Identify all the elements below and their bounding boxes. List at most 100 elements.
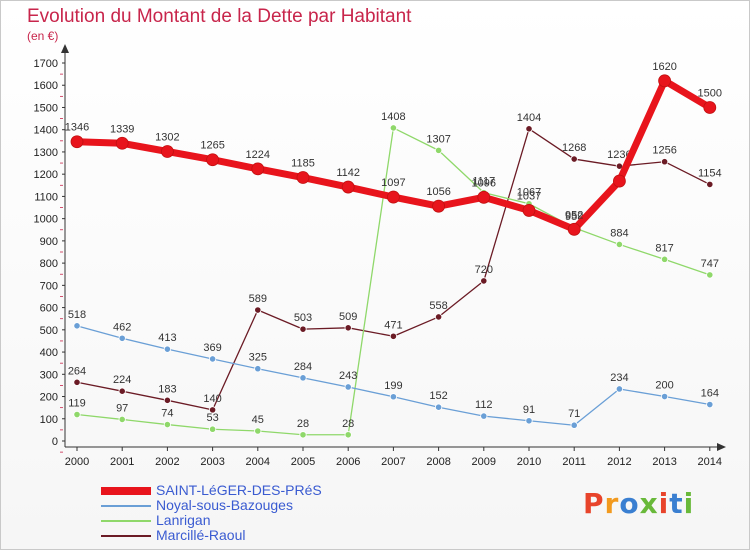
data-label: 1236 <box>607 149 631 161</box>
data-point <box>299 325 307 333</box>
data-point <box>118 334 126 342</box>
data-label: 264 <box>68 365 86 377</box>
data-point <box>525 125 533 133</box>
data-label: 1096 <box>472 177 496 189</box>
data-point <box>386 190 400 204</box>
y-tick-label: 600 <box>40 303 58 315</box>
chart-title: Evolution du Montant de la Dette par Hab… <box>27 6 412 27</box>
x-tick-label: 2012 <box>607 456 631 468</box>
y-tick-label: 500 <box>40 325 58 337</box>
data-point <box>344 324 352 332</box>
logo-letter: o <box>619 487 640 520</box>
data-label: 164 <box>701 388 719 400</box>
data-point <box>615 385 624 393</box>
data-point <box>73 410 81 419</box>
data-point <box>73 322 81 330</box>
data-label: 817 <box>655 242 673 254</box>
data-label: 284 <box>294 361 312 373</box>
y-tick-label: 0 <box>52 436 58 448</box>
y-tick-label: 1700 <box>34 58 58 70</box>
y-tick-label: 400 <box>40 347 58 359</box>
data-point <box>160 145 174 158</box>
data-label: 1224 <box>246 149 270 161</box>
x-tick-label: 2002 <box>155 456 179 468</box>
data-label: 1067 <box>517 187 541 199</box>
data-label: 1620 <box>652 61 676 73</box>
logo-letter: P <box>583 487 605 520</box>
data-label: 1408 <box>381 111 405 123</box>
data-point <box>70 135 84 149</box>
x-tick-label: 2005 <box>291 456 315 468</box>
legend-label: Noyal-sous-Bazouges <box>156 497 293 513</box>
data-label: 140 <box>203 393 221 405</box>
data-label: 152 <box>429 390 447 402</box>
data-label: 720 <box>475 264 493 276</box>
logo-letter: x <box>639 487 659 520</box>
data-label: 243 <box>339 370 357 382</box>
proxiti-logo: Proxiti <box>583 487 694 520</box>
data-point <box>570 421 578 429</box>
data-label: 589 <box>249 293 267 305</box>
legend-label: SAINT-LéGER-DES-PRéS <box>156 482 322 498</box>
data-point <box>613 174 626 188</box>
data-label: 1256 <box>652 145 676 157</box>
data-point <box>706 400 714 409</box>
y-tick-label: 1400 <box>34 125 58 137</box>
y-tick-label: 1000 <box>34 214 58 226</box>
data-point <box>209 406 217 414</box>
data-point <box>299 374 307 382</box>
data-label: 1339 <box>110 123 134 135</box>
data-label: 952 <box>565 209 583 221</box>
data-point <box>477 190 491 204</box>
legend-label: Marcillé-Raoul <box>156 527 245 543</box>
data-point <box>660 392 669 401</box>
data-label: 224 <box>113 374 131 386</box>
data-label: 503 <box>294 312 312 324</box>
logo-letter: i <box>683 487 695 520</box>
data-point <box>660 255 669 263</box>
x-tick-label: 2014 <box>698 456 722 468</box>
data-label: 119 <box>68 398 86 410</box>
data-label: 413 <box>158 332 176 344</box>
logo-letter: i <box>658 487 670 520</box>
data-point <box>254 306 262 314</box>
data-label: 471 <box>384 319 402 331</box>
data-label: 28 <box>297 418 309 430</box>
data-point <box>296 171 310 184</box>
data-label: 97 <box>116 402 128 414</box>
data-label: 199 <box>384 380 402 392</box>
data-label: 74 <box>161 408 173 420</box>
data-label: 1117 <box>472 176 495 188</box>
x-tick-label: 2003 <box>200 456 224 468</box>
data-label: 462 <box>113 321 131 333</box>
y-tick-label: 700 <box>40 280 58 292</box>
data-point <box>525 417 533 425</box>
data-label: 558 <box>429 300 447 312</box>
y-tick-label: 1600 <box>34 80 58 92</box>
data-label: 1097 <box>381 177 405 189</box>
data-point <box>118 415 126 424</box>
data-point <box>434 146 443 154</box>
data-label: 28 <box>342 418 354 430</box>
data-point <box>660 158 669 166</box>
data-label: 234 <box>610 372 628 384</box>
logo-letter: t <box>669 487 684 520</box>
data-label: 1185 <box>291 158 315 170</box>
x-tick-label: 2004 <box>246 456 270 468</box>
data-label: 1302 <box>155 131 179 143</box>
data-label: 112 <box>475 399 493 411</box>
data-point <box>341 180 355 194</box>
data-point <box>163 396 171 404</box>
data-point <box>432 199 446 213</box>
data-point <box>254 365 262 373</box>
data-point <box>706 180 714 189</box>
data-point <box>163 345 171 353</box>
legend-label: Lanrigan <box>156 512 211 528</box>
data-point <box>389 393 397 401</box>
x-tick-label: 2000 <box>65 456 89 468</box>
data-label: 53 <box>206 412 218 424</box>
y-tick-label: 1300 <box>34 147 58 159</box>
data-point <box>254 427 262 435</box>
data-point <box>163 420 171 429</box>
